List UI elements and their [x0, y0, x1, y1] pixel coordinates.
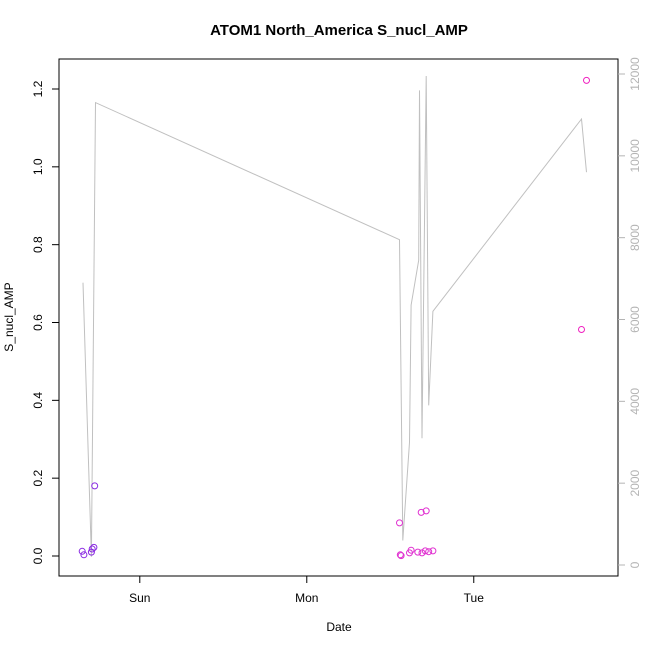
data-point: [578, 326, 585, 333]
y-tick-label: 0.6: [31, 314, 45, 331]
data-point: [417, 508, 425, 516]
y-tick-label: 1.2: [31, 80, 45, 97]
data-point: [583, 76, 590, 84]
data-point: [88, 545, 96, 553]
y2-tick-label: 0: [628, 561, 642, 568]
y2-tick-label: 6000: [628, 306, 642, 333]
y2-tick-label: 12000: [628, 57, 642, 91]
y2-tick-label: 8000: [628, 224, 642, 251]
data-point: [429, 547, 437, 555]
data-point: [397, 552, 405, 560]
data-point: [414, 548, 422, 556]
y2-tick-label: 4000: [628, 388, 642, 415]
data-point: [425, 548, 433, 556]
y-tick-label: 1.0: [31, 158, 45, 175]
x-tick-label: Mon: [295, 591, 318, 605]
data-point: [422, 507, 430, 515]
data-point: [407, 546, 415, 554]
scatter-series: [78, 76, 590, 560]
y2-tick-label: 2000: [628, 469, 642, 496]
data-point: [421, 547, 429, 555]
x-axis: Sun Mon Tue: [129, 575, 485, 605]
y-axis-right: 0 2000 4000 6000 8000 10000 12000: [618, 57, 642, 568]
x-axis-label: Date: [326, 620, 352, 634]
data-point: [80, 551, 88, 559]
y-tick-label: 0.2: [31, 470, 45, 487]
y2-tick-label: 10000: [628, 139, 642, 173]
data-point: [396, 551, 404, 559]
data-point: [91, 482, 99, 490]
y-tick-label: 0.4: [31, 392, 45, 409]
data-point: [396, 519, 403, 527]
x-tick-label: Sun: [129, 591, 150, 605]
series-line-path: [82, 75, 587, 557]
chart-title: ATOM1 North_America S_nucl_AMP: [210, 22, 468, 39]
secondary-line-series: [82, 75, 587, 557]
y-axis-left: 0.0 0.2 0.4 0.6 0.8 1.0 1.2: [31, 80, 59, 564]
data-point: [78, 547, 86, 555]
y-tick-label: 0.0: [31, 547, 45, 564]
data-point: [90, 543, 98, 551]
x-tick-label: Tue: [464, 591, 485, 605]
y-axis-label: S_nucl_AMP: [2, 282, 16, 351]
y-tick-label: 0.8: [31, 236, 45, 253]
